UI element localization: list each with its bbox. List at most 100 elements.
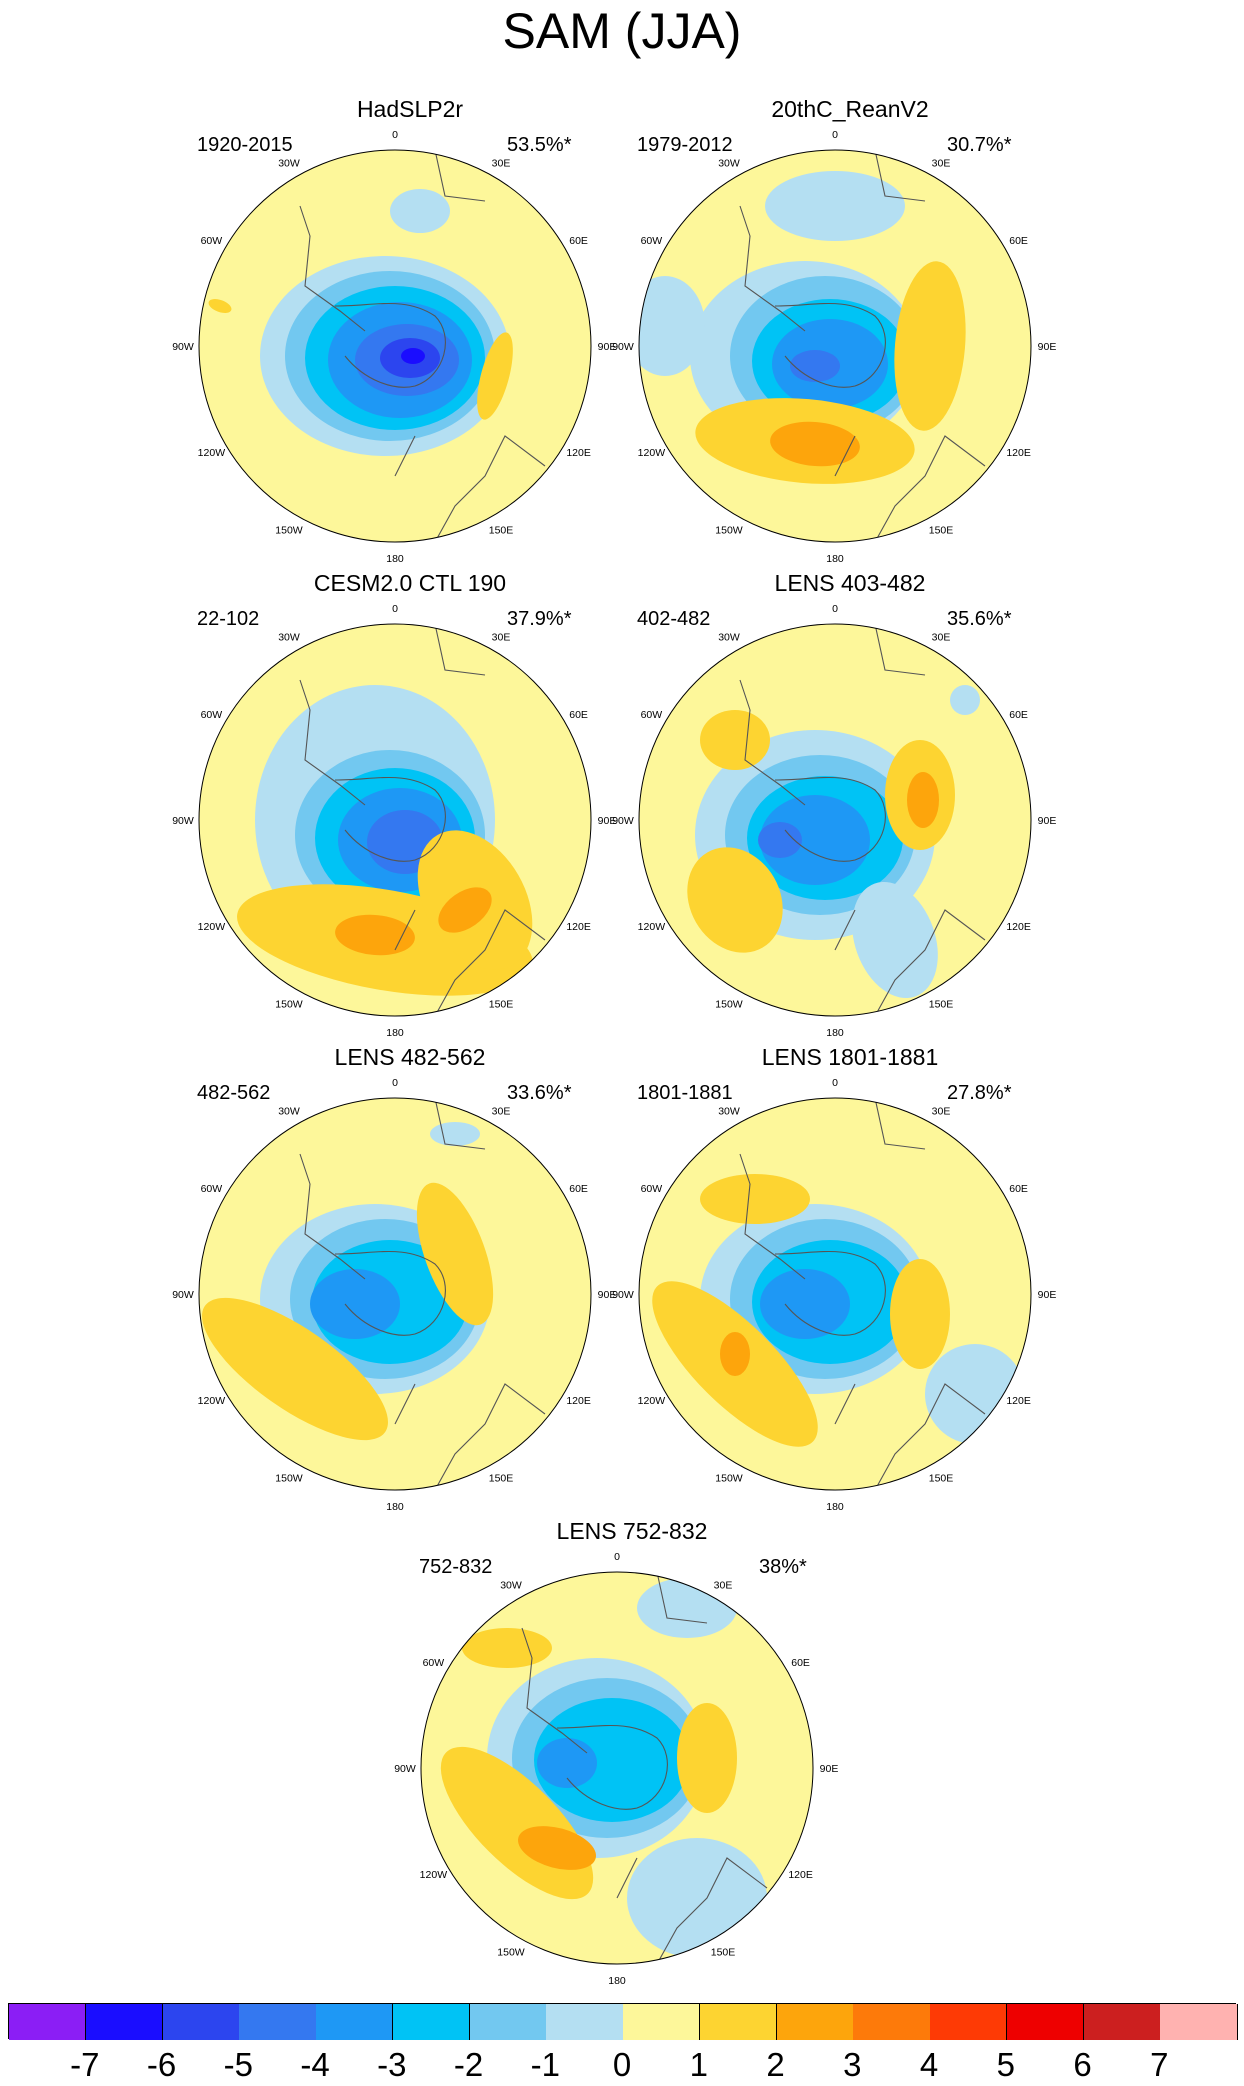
longitude-label: 150W	[715, 1473, 743, 1485]
colorbar-tick-label: 2	[766, 2046, 785, 2083]
panel-period: 1920-2015	[197, 134, 293, 156]
longitude-label: 120E	[1006, 1395, 1031, 1407]
map-panel: 0 30E 60E 90E 120E 150E 180 150W 120W 90W 60W 30W L…	[570, 1044, 1130, 1514]
polar-map: 0 30E 60E 90E 120E 150E 180 150W 120W 90W 60W 30W	[612, 1077, 1057, 1513]
positive-anomaly-contour	[687, 847, 783, 953]
coastline	[739, 1098, 986, 1490]
positive-anomaly-contour	[677, 1703, 737, 1813]
longitude-label: 120W	[198, 447, 226, 459]
positive-anomaly-contour	[894, 261, 966, 431]
colorbar-segment	[1006, 2004, 1084, 2040]
map-boundary	[420, 1571, 814, 1965]
longitude-label: 150E	[929, 999, 954, 1011]
colorbar-segment	[162, 2004, 240, 2040]
longitude-label: 180	[826, 1027, 844, 1039]
negative-anomaly-contour	[627, 1838, 767, 1958]
negative-anomaly-contour	[790, 350, 840, 382]
longitude-label: 30E	[492, 157, 511, 169]
polar-map: 0 30E 60E 90E 120E 150E 180 150W 120W 90W 60W 30W	[172, 129, 617, 565]
polar-map: 0 30E 60E 90E 120E 150E 180 150W 120W 90W 60W 30W	[612, 603, 1056, 1039]
longitude-label: 150E	[929, 525, 954, 537]
map-panel: 0 30E 60E 90E 120E 150E 180 150W 120W 90W 60W 30W L…	[570, 570, 1130, 1040]
longitude-label: 90E	[598, 341, 617, 353]
panel-title: LENS 482-562	[334, 1044, 486, 1070]
longitude-label: 180	[826, 1501, 844, 1513]
longitude-label: 150W	[275, 999, 303, 1011]
longitude-label: 150W	[715, 525, 743, 537]
longitude-label: 60W	[201, 1183, 223, 1195]
negative-anomaly-contour	[852, 881, 938, 999]
negative-anomaly-contour	[390, 189, 450, 233]
positive-anomaly-contour	[335, 914, 415, 956]
negative-anomaly-contour	[534, 1698, 690, 1822]
positive-anomaly-contour	[720, 1332, 750, 1376]
longitude-label: 60W	[641, 709, 663, 721]
panel-percent: 38%*	[759, 1556, 807, 1578]
panel-period: 402-482	[637, 608, 711, 630]
colorbar-tick-label: 4	[919, 2046, 939, 2083]
longitude-label: 90E	[598, 1289, 617, 1301]
colorbar-tick-label: -5	[223, 2046, 253, 2083]
negative-anomaly-contour	[950, 685, 980, 715]
longitude-label: 150E	[489, 525, 514, 537]
longitude-label: 150W	[497, 1947, 525, 1959]
longitude-label: 30E	[492, 631, 511, 643]
colorbar	[8, 2003, 1238, 2040]
panel-title: LENS 1801-1881	[761, 1044, 939, 1070]
longitude-label: 120W	[638, 921, 666, 933]
polar-map: 0 30E 60E 90E 120E 150E 180 150W 120W 90W 60W 30W	[612, 129, 1057, 565]
longitude-label: 150E	[489, 1473, 514, 1485]
longitude-label: 0	[614, 1551, 620, 1563]
longitude-label: 30W	[718, 1105, 740, 1117]
longitude-label: 60E	[1009, 1183, 1028, 1195]
panel-title: HadSLP2r	[356, 96, 464, 122]
map-boundary	[638, 1097, 1032, 1491]
positive-anomaly-contour	[462, 1628, 552, 1668]
longitude-label: 0	[832, 1077, 838, 1089]
coastline	[739, 150, 986, 542]
longitude-label: 90W	[394, 1763, 416, 1775]
panel-percent: 37.9%*	[507, 608, 572, 630]
longitude-label: 90E	[820, 1763, 839, 1775]
map-panel: 0 30E 60E 90E 120E 150E 180 150W 120W 90W 60W 30W H…	[130, 96, 690, 566]
panel-percent: 33.6%*	[507, 1082, 572, 1104]
colorbar-tick-label: -7	[70, 2046, 100, 2083]
longitude-label: 60W	[641, 235, 663, 247]
colorbar-segment	[1160, 2004, 1238, 2040]
longitude-label: 180	[386, 553, 404, 565]
longitude-label: 120E	[788, 1869, 813, 1881]
longitude-label: 90E	[598, 815, 617, 827]
longitude-label: 90E	[1038, 1289, 1057, 1301]
positive-anomaly-contour	[477, 332, 513, 420]
colorbar-segment	[9, 2004, 87, 2040]
longitude-label: 90E	[1038, 341, 1057, 353]
colorbar-tick-label: -4	[300, 2046, 330, 2083]
panel-title: 20thC_ReanV2	[771, 96, 929, 122]
panel-percent: 53.5%*	[507, 134, 572, 156]
colorbar-segment	[930, 2004, 1008, 2040]
panel-title: CESM2.0 CTL 190	[313, 570, 507, 596]
colorbar-tick-label: 3	[843, 2046, 862, 2083]
map-boundary	[638, 149, 1032, 543]
coastline	[299, 1098, 546, 1490]
polar-map: 0 30E 60E 90E 120E 150E 180 150W 120W 90W 60W 30W	[394, 1551, 839, 1987]
longitude-label: 120W	[198, 1395, 226, 1407]
colorbar-tick-label: -1	[530, 2046, 560, 2083]
positive-anomaly-contour	[907, 772, 939, 828]
colorbar-tick-label: 1	[689, 2046, 708, 2083]
longitude-label: 0	[392, 129, 398, 141]
longitude-label: 60E	[791, 1657, 810, 1669]
colorbar-segment	[776, 2004, 854, 2040]
longitude-label: 30E	[932, 157, 951, 169]
longitude-label: 180	[386, 1027, 404, 1039]
negative-anomaly-contour	[760, 795, 870, 885]
colorbar-segment	[392, 2004, 470, 2040]
longitude-label: 90W	[612, 341, 634, 353]
negative-anomaly-contour	[537, 1738, 597, 1788]
longitude-label: 60E	[569, 709, 588, 721]
longitude-label: 120E	[566, 1395, 591, 1407]
longitude-label: 90W	[612, 815, 634, 827]
map-panel: 0 30E 60E 90E 120E 150E 180 150W 120W 90W 60W 30W C…	[130, 570, 690, 1040]
longitude-label: 120E	[566, 447, 591, 459]
colorbar-segment	[316, 2004, 394, 2040]
